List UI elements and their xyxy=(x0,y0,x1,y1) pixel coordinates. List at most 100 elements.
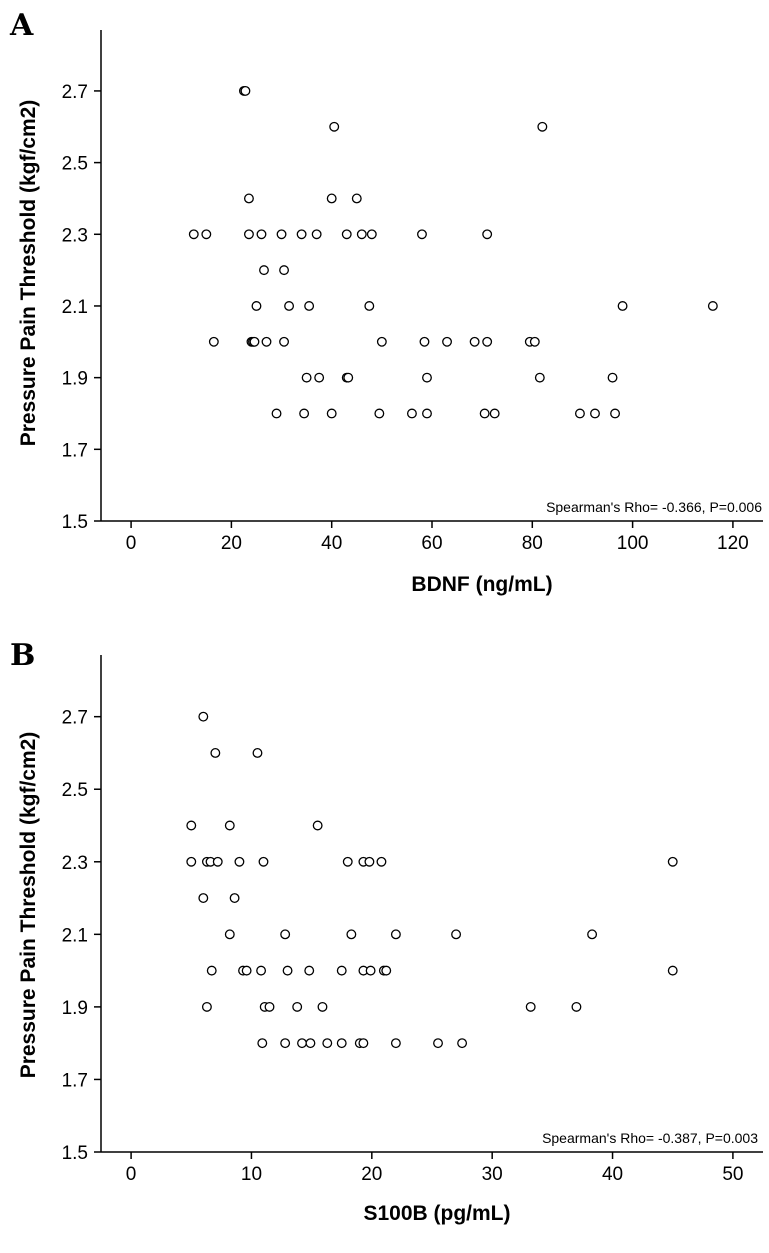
data-point xyxy=(224,929,235,940)
data-point xyxy=(617,301,628,311)
data-point xyxy=(381,965,392,976)
data-point xyxy=(364,856,375,867)
x-tick-label: 0 xyxy=(126,1164,137,1185)
y-tick-label: 2.5 xyxy=(62,154,88,175)
data-point xyxy=(256,965,267,976)
y-tick-label: 1.9 xyxy=(62,369,88,390)
x-tick-label: 80 xyxy=(522,533,543,554)
data-point xyxy=(224,820,235,831)
x-tick-label: 120 xyxy=(717,533,749,554)
data-point xyxy=(322,1038,333,1049)
data-point xyxy=(336,965,347,976)
data-point xyxy=(525,1001,536,1012)
x-tick-label: 10 xyxy=(241,1164,262,1185)
data-point xyxy=(482,336,493,347)
data-point xyxy=(264,1001,275,1012)
data-point xyxy=(667,965,678,976)
data-point xyxy=(257,1038,268,1049)
data-point xyxy=(534,372,545,383)
data-point xyxy=(206,965,217,976)
panel-b: B S100B (pg/mL) Pressure Pain Threshold … xyxy=(10,638,763,1225)
panel-b-label: B xyxy=(10,638,35,673)
data-point xyxy=(243,229,254,240)
data-point xyxy=(301,372,312,383)
panel-a-x-axis-title: BDNF (ng/mL) xyxy=(411,573,552,596)
data-point xyxy=(188,229,199,240)
data-point xyxy=(280,1038,291,1049)
data-point xyxy=(390,1038,401,1049)
data-point xyxy=(343,372,354,383)
y-tick-label: 2.1 xyxy=(62,297,88,318)
data-point xyxy=(317,1001,328,1012)
panel-b-y-axis-title: Pressure Pain Threshold (kgf/cm2) xyxy=(17,732,40,1079)
data-point xyxy=(201,229,212,240)
data-point xyxy=(390,929,401,940)
data-point xyxy=(279,336,290,347)
y-tick-label: 2.3 xyxy=(62,225,88,246)
y-tick-label: 1.7 xyxy=(62,440,88,461)
panel-b-x-axis-title: S100B (pg/mL) xyxy=(363,1202,510,1225)
x-tick-label: 60 xyxy=(421,533,442,554)
data-point xyxy=(296,229,307,240)
data-point xyxy=(479,408,490,419)
x-tick-label: 20 xyxy=(221,533,242,554)
data-point xyxy=(336,1038,347,1049)
data-point xyxy=(482,229,493,240)
x-tick-label: 100 xyxy=(617,533,649,554)
data-point xyxy=(457,1038,468,1049)
data-point xyxy=(261,336,272,347)
data-point xyxy=(376,856,387,867)
data-point xyxy=(419,336,430,347)
data-point xyxy=(571,1001,582,1012)
x-tick-label: 40 xyxy=(602,1164,623,1185)
panel-a-label: A xyxy=(9,8,34,43)
data-point xyxy=(374,408,385,419)
data-point xyxy=(234,856,245,867)
data-point xyxy=(590,408,600,419)
x-tick-label: 50 xyxy=(722,1164,743,1185)
data-point xyxy=(251,301,262,311)
data-point xyxy=(304,965,315,976)
data-point xyxy=(356,229,367,240)
data-point xyxy=(364,301,375,311)
data-point xyxy=(243,193,254,204)
data-point xyxy=(312,820,323,831)
data-point xyxy=(212,856,223,867)
x-tick-label: 0 xyxy=(126,533,137,554)
data-point xyxy=(229,893,240,904)
x-tick-label: 40 xyxy=(321,533,342,554)
data-point xyxy=(241,965,252,976)
data-point xyxy=(366,229,377,240)
data-point xyxy=(346,929,357,940)
data-point xyxy=(365,965,376,976)
data-point xyxy=(326,193,337,204)
y-tick-label: 2.7 xyxy=(62,82,88,103)
x-tick-label: 30 xyxy=(482,1164,503,1185)
data-point xyxy=(186,820,197,831)
y-tick-label: 1.5 xyxy=(62,512,88,533)
x-tick-label: 20 xyxy=(361,1164,382,1185)
data-point xyxy=(607,372,618,383)
y-tick-label: 1.9 xyxy=(62,998,88,1019)
data-point xyxy=(358,1038,369,1049)
data-point xyxy=(667,856,678,867)
panel-a: A BDNF (ng/mL) Pressure Pain Threshold (… xyxy=(9,8,763,596)
panel-a-y-axis-title: Pressure Pain Threshold (kgf/cm2) xyxy=(17,100,40,447)
panel-b-spearman-annotation: Spearman's Rho= -0.387, P=0.003 xyxy=(542,1130,758,1146)
data-point xyxy=(208,336,219,347)
data-point xyxy=(271,408,282,419)
data-point xyxy=(284,301,295,311)
data-point xyxy=(326,408,337,419)
data-point xyxy=(304,301,315,311)
data-point xyxy=(198,893,209,904)
data-point xyxy=(280,929,291,940)
data-point xyxy=(489,408,500,419)
data-point xyxy=(574,408,585,419)
data-point xyxy=(259,265,269,276)
data-point xyxy=(252,747,263,758)
data-point xyxy=(305,1038,316,1049)
data-point xyxy=(201,1001,212,1012)
data-point xyxy=(376,336,387,347)
data-point xyxy=(297,1038,307,1049)
data-point xyxy=(314,372,325,383)
